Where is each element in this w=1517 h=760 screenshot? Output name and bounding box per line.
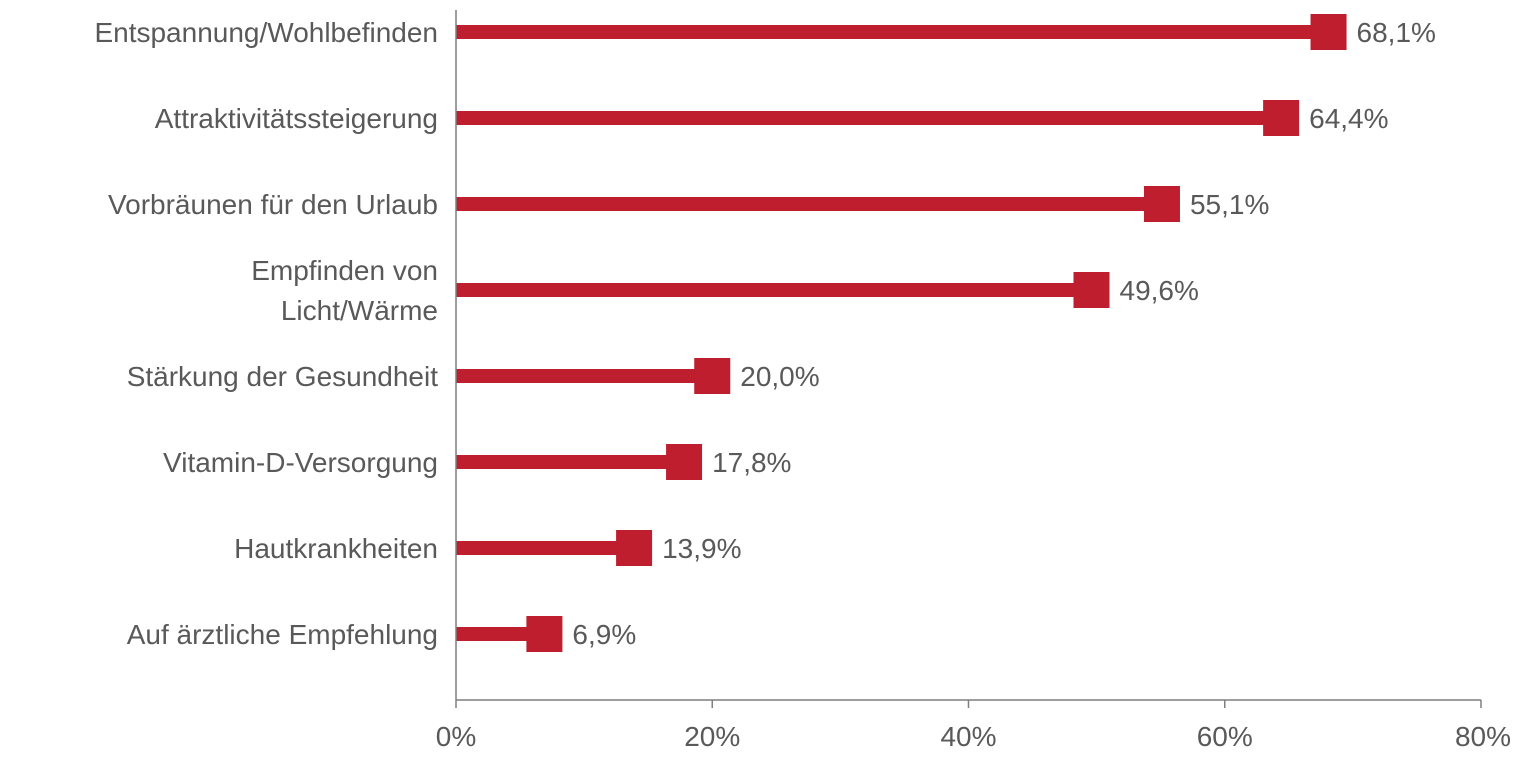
- category-label-line: Attraktivitätssteigerung: [155, 103, 438, 134]
- category-labels: Entspannung/Wohlbefinden Attraktivitätsst…: [94, 17, 438, 650]
- data-label: 49,6%: [1120, 275, 1199, 306]
- bar: [456, 283, 1092, 297]
- x-tick-label: 40%: [940, 721, 996, 752]
- bar: [456, 25, 1329, 39]
- bar-end-marker: [1263, 100, 1300, 136]
- category-label: Vorbräunen für den Urlaub: [108, 189, 438, 220]
- category-label-line: Empfinden von: [251, 255, 438, 286]
- bar-end-marker: [694, 358, 731, 394]
- bar: [456, 455, 685, 469]
- x-axis: 0% 20% 40% 60% 80%: [436, 10, 1511, 752]
- category-label-line: Licht/Wärme: [281, 295, 438, 326]
- x-tick-label: 60%: [1197, 721, 1253, 752]
- bar-end-marker: [526, 616, 563, 652]
- bar-end-marker: [1143, 186, 1180, 222]
- category-label-line: Stärkung der Gesundheit: [127, 361, 439, 392]
- data-label: 55,1%: [1190, 189, 1269, 220]
- bar: [456, 541, 635, 555]
- data-label: 64,4%: [1309, 103, 1388, 134]
- bar: [456, 197, 1162, 211]
- bar-end-marker: [666, 444, 703, 480]
- category-label-line: Entspannung/Wohlbefinden: [94, 17, 438, 48]
- x-tick-label: 20%: [684, 721, 740, 752]
- category-label-line: Auf ärztliche Empfehlung: [127, 619, 438, 650]
- category-label: Auf ärztliche Empfehlung: [127, 619, 438, 650]
- bar: [456, 369, 713, 383]
- category-label: Stärkung der Gesundheit: [127, 361, 439, 392]
- bar-end-marker: [1073, 272, 1110, 308]
- bar: [456, 627, 545, 641]
- bars-layer: 68,1% 64,4% 55,1% 49,6% 20,0% 17,8% 13,9% 6,9%: [456, 14, 1436, 652]
- data-label: 17,8%: [712, 447, 791, 478]
- category-label: Entspannung/Wohlbefinden: [94, 17, 438, 48]
- x-tick-label: 0%: [436, 721, 476, 752]
- category-label-line: Hautkrankheiten: [234, 533, 438, 564]
- category-label-line: Vitamin-D-Versorgung: [163, 447, 438, 478]
- data-label: 68,1%: [1357, 17, 1436, 48]
- category-label: Vitamin-D-Versorgung: [163, 447, 438, 478]
- bar-end-marker: [616, 530, 653, 566]
- category-label: Attraktivitätssteigerung: [155, 103, 438, 134]
- bar: [456, 111, 1282, 125]
- x-tick-label: 80%: [1455, 721, 1511, 752]
- data-label: 6,9%: [572, 619, 636, 650]
- category-label: Empfinden von Licht/Wärme: [251, 255, 438, 326]
- data-label: 20,0%: [740, 361, 819, 392]
- bar-end-marker: [1310, 14, 1347, 50]
- data-label: 13,9%: [662, 533, 741, 564]
- category-label-line: Vorbräunen für den Urlaub: [108, 189, 438, 220]
- category-label: Hautkrankheiten: [234, 533, 438, 564]
